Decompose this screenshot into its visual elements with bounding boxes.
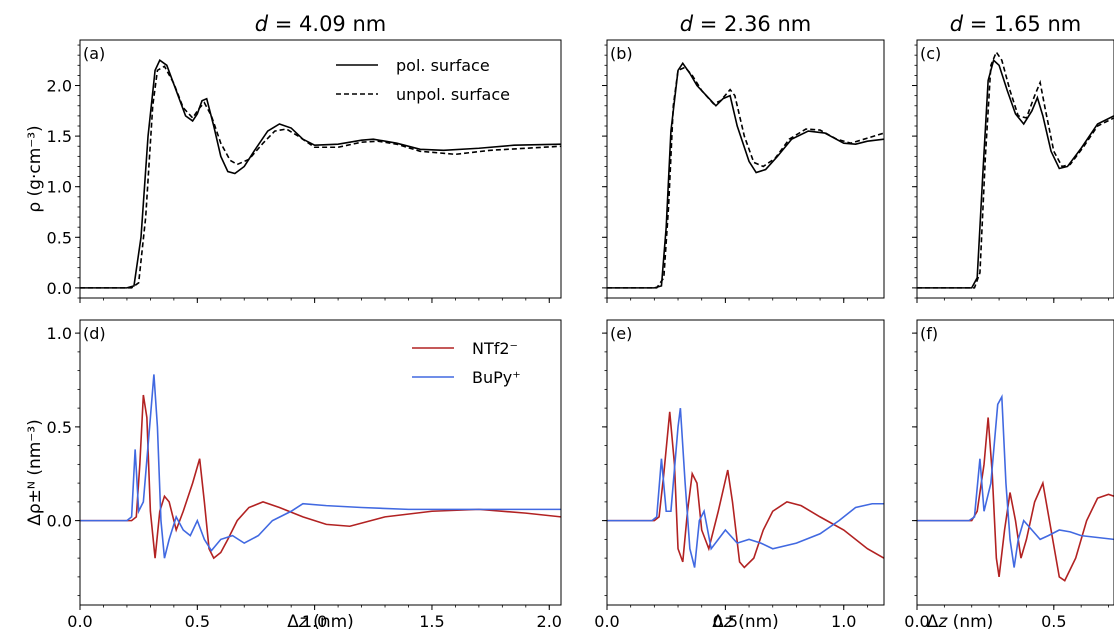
- x-tick-label: 0.0: [594, 612, 619, 630]
- series-line-ntf2: [80, 394, 561, 560]
- x-axis-label: Δz (nm): [712, 612, 779, 630]
- x-tick-label: 0.0: [904, 612, 929, 630]
- panel-label: (c): [920, 44, 941, 63]
- y-tick-label: 1.0: [47, 324, 72, 343]
- y-axis-label: ρ (g·cm⁻³): [25, 125, 45, 212]
- axes-frame: [79, 39, 562, 299]
- legend-label: BuPy⁺: [472, 368, 521, 387]
- y-tick-label: 2.0: [47, 77, 72, 96]
- series-line-unpol: [607, 66, 884, 289]
- panels: d = 4.09 nm0.00.51.01.52.0(a)ρ (g·cm⁻³)d…: [25, 12, 1114, 630]
- panel-c: d = 1.65 nm (c): [912, 12, 1114, 303]
- x-tick-label: 0.5: [1041, 612, 1066, 630]
- x-tick-label: 1.5: [419, 612, 444, 630]
- axes-frame: [916, 319, 1114, 606]
- y-tick-label: 1.5: [47, 127, 72, 146]
- legend-label: NTf2⁻: [472, 339, 518, 358]
- panel-title: d = 1.65 nm: [950, 12, 1082, 36]
- legend-top: pol. surface unpol. surface: [336, 56, 510, 104]
- x-tick-label: 0.5: [713, 612, 738, 630]
- series-line-bupy: [917, 393, 1114, 568]
- y-tick-label: 0.5: [47, 418, 72, 437]
- x-axis-label: Δz (nm): [927, 612, 994, 630]
- legend-label: pol. surface: [396, 56, 490, 75]
- series-line-pol: [80, 59, 561, 289]
- panel-label: (e): [610, 324, 632, 343]
- panel-d: 0.0 0.5 1.0 0.0 0.5 1.0 1.5 2.0 (d) Δρ±ᴺ (nm⁻³) Δz…: [25, 319, 562, 630]
- y-tick-label: 0.0: [47, 512, 72, 531]
- series-line-ntf2: [607, 411, 884, 569]
- panel-label: (f): [920, 324, 938, 343]
- panel-e: 0.0 0.5 1.0 (e) Δz (nm): [594, 319, 885, 630]
- x-tick-label: 2.0: [537, 612, 562, 630]
- x-tick-label: 0.5: [185, 612, 210, 630]
- axes-frame: [606, 319, 885, 606]
- panel-title: d = 2.36 nm: [680, 12, 812, 36]
- panel-a: d = 4.09 nm 0.0 0.5 1.0 1.5 2.0 (a) ρ (g·cm⁻³): [25, 12, 562, 303]
- series-line-unpol: [917, 50, 1114, 289]
- legend-label: unpol. surface: [396, 85, 510, 104]
- axes-frame: [916, 39, 1114, 299]
- axes-frame: [606, 39, 885, 299]
- series-line-ntf2: [917, 417, 1114, 582]
- series-line-bupy: [80, 374, 561, 559]
- panel-label: (b): [610, 44, 633, 63]
- y-tick-label: 1.0: [47, 178, 72, 197]
- series-line-pol: [917, 58, 1114, 289]
- x-axis-label: Δz (nm): [287, 612, 354, 630]
- y-tick-label: 0.0: [47, 279, 72, 298]
- axes-frame: [79, 319, 562, 606]
- y-tick-label: 0.5: [47, 228, 72, 247]
- panel-label: (a): [83, 44, 105, 63]
- series-line-unpol: [80, 65, 561, 289]
- panel-b: d = 2.36 nm (b): [602, 12, 885, 303]
- legend-bottom: NTf2⁻ BuPy⁺: [412, 339, 521, 387]
- series-line-bupy: [607, 408, 884, 568]
- panel-f: 0.0 0.5 (f) Δz (nm): [904, 319, 1114, 630]
- panel-title: d = 4.09 nm: [255, 12, 387, 36]
- x-tick-label: 1.0: [302, 612, 327, 630]
- series-line-pol: [607, 61, 884, 289]
- x-tick-label: 0.0: [67, 612, 92, 630]
- x-tick-label: 1.0: [831, 612, 856, 630]
- panel-label: (d): [83, 324, 106, 343]
- y-axis-label: Δρ±ᴺ (nm⁻³): [25, 419, 45, 525]
